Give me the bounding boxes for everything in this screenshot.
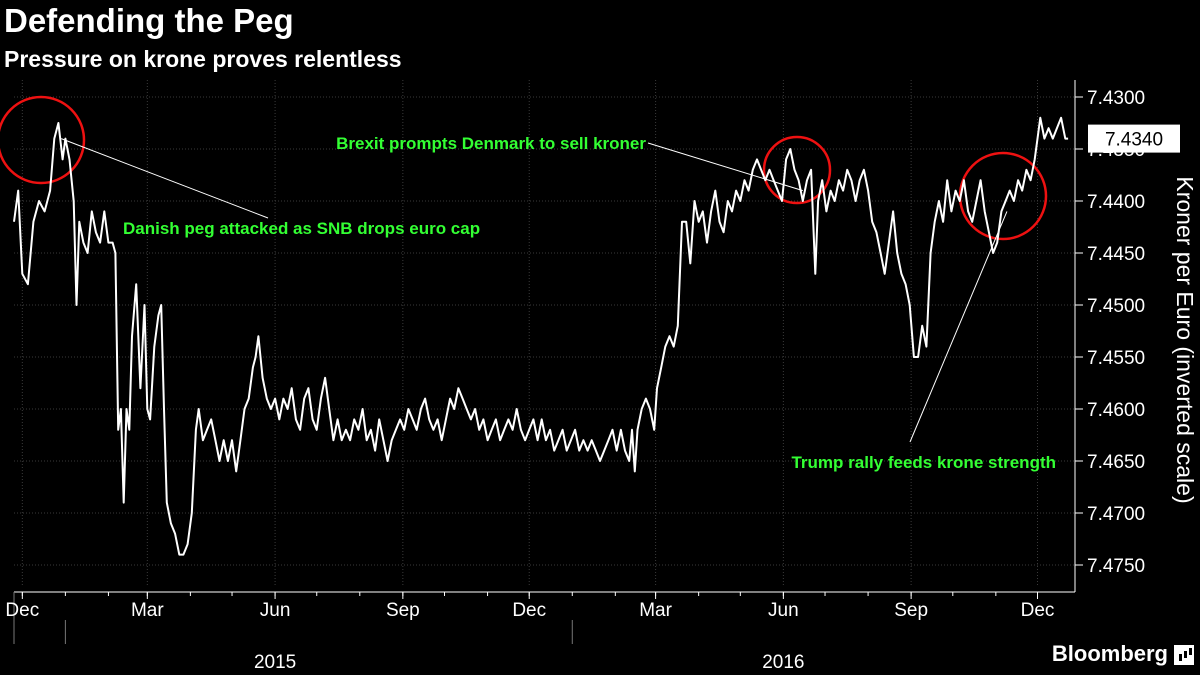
y-tick-label: 7.4650 bbox=[1087, 452, 1145, 473]
x-tick-label: Dec bbox=[5, 600, 39, 621]
annotation-circles bbox=[0, 95, 1048, 241]
last-value-label: 7.4340 bbox=[1105, 130, 1163, 151]
annotation-circle bbox=[0, 95, 86, 185]
x-tick-label: Jun bbox=[260, 600, 291, 621]
x-tick-label: Mar bbox=[131, 600, 164, 621]
axes bbox=[13, 80, 1083, 644]
x-tick-labels: Dec Mar Jun Sep Dec Mar Jun Sep Dec 2015 2016 bbox=[5, 600, 1054, 673]
annotation-labels: Danish peg attacked as SNB drops euro ca… bbox=[61, 134, 1056, 472]
chart-subtitle: Pressure on krone proves relentless bbox=[4, 46, 402, 72]
y-tick-labels: 7.43007.43507.44007.44507.45007.45507.46… bbox=[1087, 88, 1180, 577]
chart-title: Defending the Peg bbox=[4, 2, 294, 39]
annotation-leader bbox=[647, 142, 803, 192]
annotation-circle bbox=[762, 135, 832, 205]
x-tick-label: Dec bbox=[512, 600, 546, 621]
x-tick-label: Mar bbox=[639, 600, 672, 621]
annotation-label: Danish peg attacked as SNB drops euro ca… bbox=[123, 219, 480, 238]
y-axis-label: Kroner per Euro (inverted scale) bbox=[1172, 176, 1198, 503]
annotation-label: Trump rally feeds krone strength bbox=[791, 453, 1056, 472]
x-year-label: 2016 bbox=[762, 652, 804, 673]
annotation-leader bbox=[909, 211, 1008, 443]
y-tick-label: 7.4400 bbox=[1087, 192, 1145, 213]
y-tick-label: 7.4750 bbox=[1087, 556, 1145, 577]
y-tick-label: 7.4500 bbox=[1087, 296, 1145, 317]
bloomberg-logo: Bloomberg bbox=[1051, 641, 1168, 666]
annotation-leader bbox=[61, 138, 269, 219]
y-tick-label: 7.4300 bbox=[1087, 88, 1145, 109]
series-line bbox=[13, 116, 1069, 556]
x-tick-label: Sep bbox=[894, 600, 928, 621]
annotation-label: Brexit prompts Denmark to sell kroner bbox=[336, 134, 646, 153]
y-tick-label: 7.4550 bbox=[1087, 348, 1145, 369]
last-value-box bbox=[1088, 124, 1180, 153]
x-tick-label: Jun bbox=[768, 600, 799, 621]
y-tick-label: 7.4450 bbox=[1087, 244, 1145, 265]
y-tick-label: 7.4700 bbox=[1087, 504, 1145, 525]
series-layer bbox=[13, 116, 1069, 556]
x-tick-label: Dec bbox=[1021, 600, 1055, 621]
x-tick-label: Sep bbox=[386, 600, 420, 621]
bloomberg-chart-icon bbox=[1174, 645, 1194, 665]
y-tick-label: 7.4600 bbox=[1087, 400, 1145, 421]
x-year-label: 2015 bbox=[254, 652, 296, 673]
gridlines bbox=[14, 80, 1075, 587]
